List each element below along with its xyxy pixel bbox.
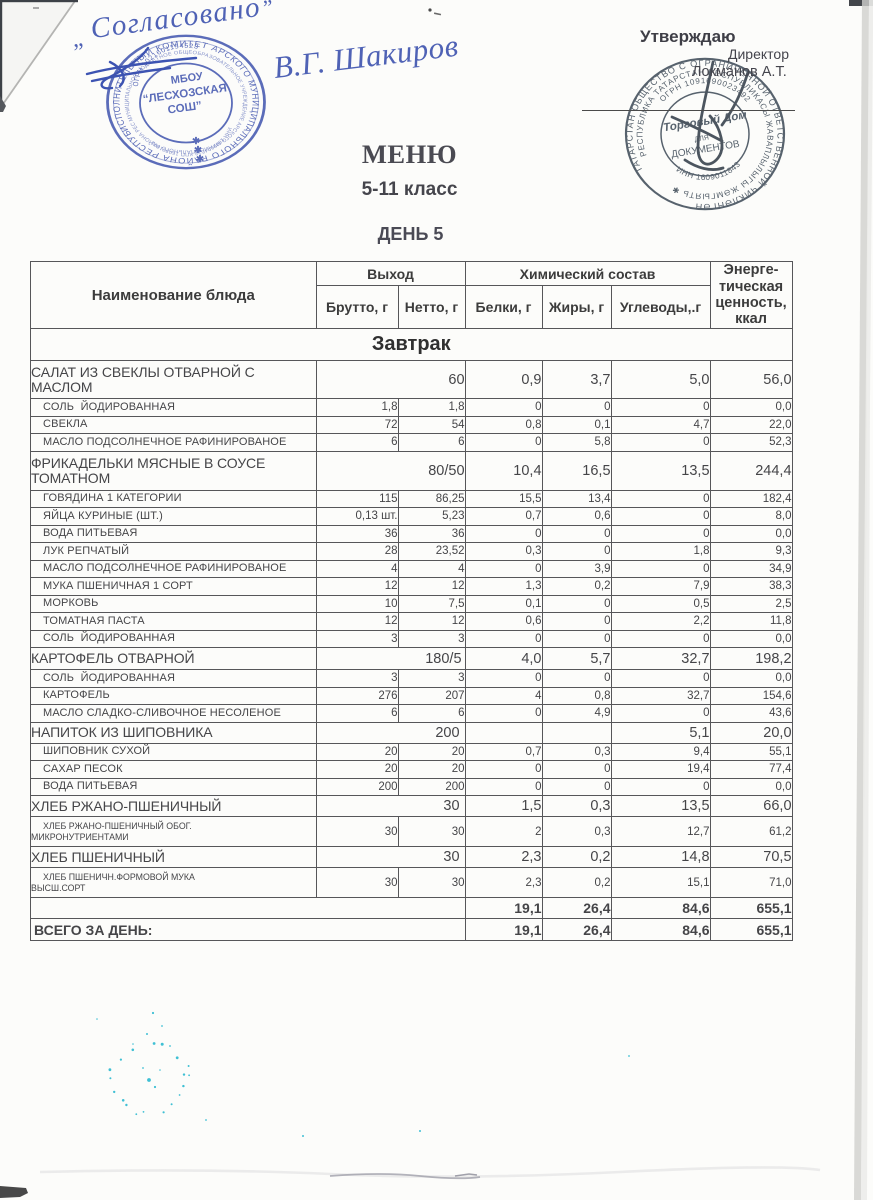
svg-text:✱: ✱	[196, 154, 205, 165]
svg-text:Торговый Дом: Торговый Дом	[663, 109, 749, 134]
svg-text:ДЛЯ: ДЛЯ	[694, 134, 709, 143]
svg-text:СОШ”: СОШ”	[167, 100, 203, 117]
svg-text:✱: ✱	[194, 145, 203, 156]
svg-text:МБОУ: МБОУ	[170, 70, 204, 86]
svg-text:✱: ✱	[192, 136, 201, 147]
